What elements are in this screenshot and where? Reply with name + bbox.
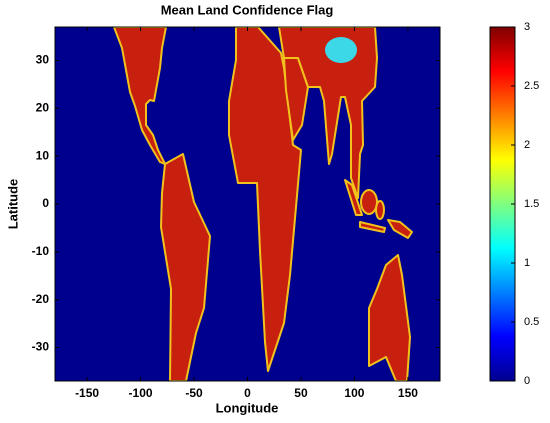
y-tick-label: -10 xyxy=(32,244,50,258)
north-america xyxy=(113,27,167,165)
colorbar-tick-label: 2.5 xyxy=(524,80,539,92)
asia xyxy=(278,27,378,199)
java xyxy=(359,221,386,233)
colorbar-tick-label: 2 xyxy=(524,139,530,151)
colorbar xyxy=(489,26,516,382)
y-tick-label: -30 xyxy=(32,340,50,354)
colorbar-tick-label: 0.5 xyxy=(524,316,539,328)
x-tick-label: -100 xyxy=(129,386,153,400)
x-tick-label: 50 xyxy=(294,386,308,400)
y-tick-label: -20 xyxy=(32,292,50,306)
new-guinea xyxy=(387,219,413,239)
sumatra xyxy=(344,179,363,216)
colorbar-tick-label: 1.5 xyxy=(524,198,539,210)
y-axis-label: Latitude xyxy=(5,179,20,230)
x-axis-label: Longitude xyxy=(216,400,279,415)
y-tick-label: 0 xyxy=(42,196,49,210)
y-tick-label: 20 xyxy=(36,100,50,114)
y-tick-label: 10 xyxy=(36,148,50,162)
sulawesi xyxy=(375,200,385,220)
y-tick-label: 30 xyxy=(36,53,50,67)
x-tick-label: -150 xyxy=(75,386,99,400)
colorbar-tick-label: 3 xyxy=(524,21,530,33)
x-tick-label: 0 xyxy=(244,386,251,400)
africa xyxy=(228,27,302,372)
colorbar-tick-label: 1 xyxy=(524,257,530,269)
south-america xyxy=(160,153,211,381)
x-tick-label: 150 xyxy=(398,386,418,400)
chart-title: Mean Land Confidence Flag xyxy=(161,2,334,17)
x-tick-label: 100 xyxy=(344,386,364,400)
tibet xyxy=(325,37,357,63)
x-tick-label: -50 xyxy=(185,386,203,400)
borneo xyxy=(360,189,378,215)
australia xyxy=(368,254,411,381)
land-map xyxy=(113,27,413,381)
colorbar-tick-label: 0 xyxy=(524,375,530,387)
